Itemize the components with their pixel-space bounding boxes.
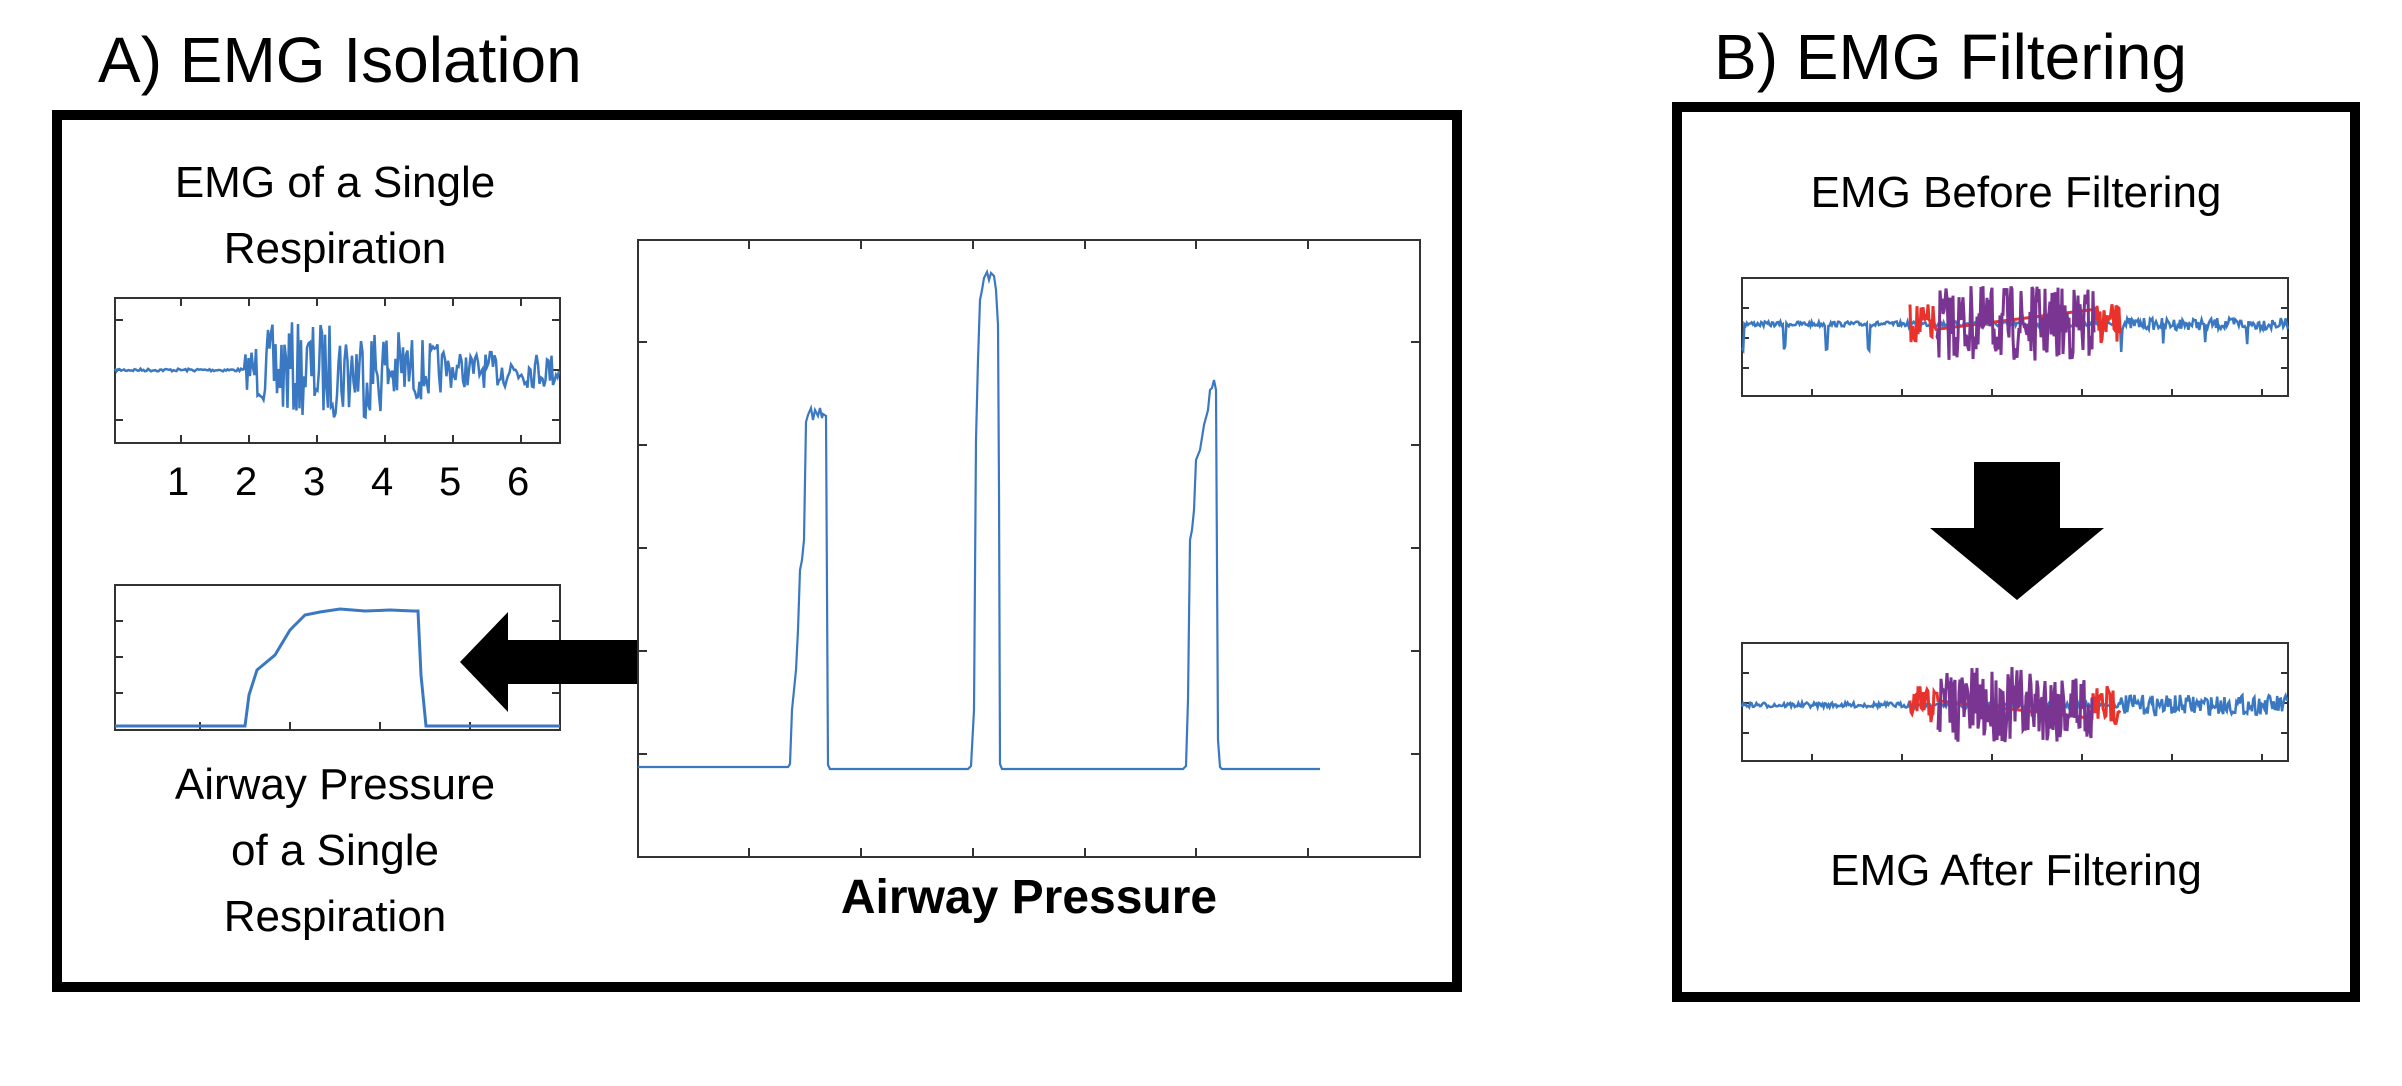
x-tick-label: 1 [167, 460, 190, 504]
emg-single-caption: EMG of a Single Respiration [120, 150, 550, 282]
airway-pressure-label: Airway Pressure [840, 871, 1218, 924]
emg-after-label: EMG After Filtering [1830, 846, 2202, 895]
emg-after-plot [1740, 642, 2289, 762]
panel-a-title: A) EMG Isolation [98, 24, 582, 96]
emg-after-burst-segment [1936, 666, 2094, 743]
x-tick-label: 6 [507, 460, 530, 504]
emg-before-onset-segment [1908, 304, 2122, 344]
emg-before-label: EMG Before Filtering [1810, 168, 2222, 217]
airway-pressure-axes [637, 239, 1421, 858]
emg-before-signal [1740, 314, 2290, 355]
x-tick-label: 3 [303, 460, 326, 504]
emg-single-signal [113, 322, 561, 420]
emg-before-axes [1741, 277, 2289, 397]
emg-single-plot [113, 297, 561, 444]
emg-before-burst-segment [1935, 285, 2096, 361]
arrow-down-icon [1930, 462, 2104, 600]
pressure-single-signal [115, 607, 560, 728]
x-tick-label: 5 [439, 460, 462, 504]
emg-single-caption-line2: Respiration [223, 224, 447, 273]
pressure-single-caption-line1: Airway Pressure [174, 760, 496, 809]
emg-before-plot [1740, 277, 2290, 397]
pressure-single-caption-line2: of a Single [231, 826, 439, 875]
arrow-left-icon [460, 612, 770, 712]
emg-single-caption-line1: EMG of a Single [174, 158, 496, 207]
x-tick-label: 4 [371, 460, 394, 504]
airway-pressure-signal [638, 268, 1320, 771]
pressure-single-caption: Airway Pressure of a Single Respiration [110, 752, 560, 950]
x-tick-label: 2 [235, 460, 258, 504]
emg-single-x-ticks: 1 2 3 4 5 6 [115, 460, 560, 510]
airway-pressure-plot [637, 239, 1421, 858]
panel-b-title: B) EMG Filtering [1714, 21, 2187, 93]
pressure-single-caption-line3: Respiration [223, 892, 447, 941]
